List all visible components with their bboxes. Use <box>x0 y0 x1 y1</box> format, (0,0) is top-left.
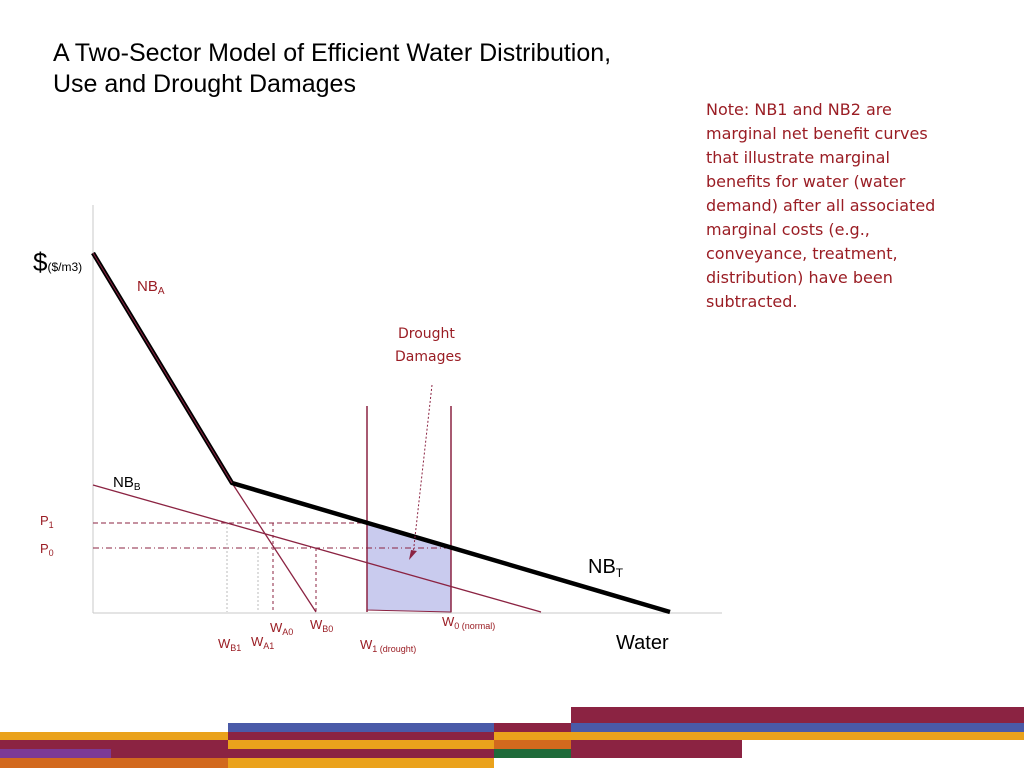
w1-label: W1 (drought) <box>360 637 416 654</box>
footer-bar <box>0 740 228 749</box>
y-axis-unit: ($/m3) <box>47 260 82 274</box>
w0-label: W0 (normal) <box>442 614 495 631</box>
nbt-label: NBT <box>588 556 624 580</box>
drought-damages-pointer <box>412 384 433 556</box>
p1-label: P1 <box>40 513 54 530</box>
footer-bar <box>571 732 1024 740</box>
wb0-label: WB0 <box>310 617 333 634</box>
footer-bar <box>571 723 1024 732</box>
footer-bars <box>0 707 1024 768</box>
footer-bar <box>494 723 571 732</box>
wa1-label: WA1 <box>251 634 274 651</box>
footer-bar <box>494 749 571 758</box>
footer-bar <box>571 740 742 758</box>
footer-bar <box>0 732 228 740</box>
footer-bar <box>228 732 494 740</box>
footer-bar <box>0 758 111 768</box>
wb1-label: WB1 <box>218 636 241 653</box>
nba-label: NBA <box>137 278 165 297</box>
p0-label: P0 <box>40 541 54 558</box>
title-line-1: A Two-Sector Model of Efficient Water Di… <box>53 39 612 67</box>
footer-bar <box>0 749 111 758</box>
footer-bar <box>228 723 494 732</box>
y-axis-label: $($/m3) <box>33 247 82 277</box>
nba-curve-upper <box>92 252 233 484</box>
nbb-curve <box>92 484 542 613</box>
nbb-label: NBB <box>113 474 141 493</box>
wa0-label: WA0 <box>270 620 293 637</box>
nba-curve-lower <box>231 482 317 613</box>
footer-bar <box>494 740 571 749</box>
footer-bar <box>111 749 228 758</box>
slide-title: A Two-Sector Model of Efficient Water Di… <box>53 38 611 100</box>
footer-bar <box>228 740 494 749</box>
y-axis-symbol: $ <box>33 247 48 277</box>
footer-bar <box>571 707 1024 723</box>
drought-damages-label: Drought Damages <box>395 326 461 365</box>
note-text: Note: NB1 and NB2 are marginal net benef… <box>706 100 936 311</box>
footer-bar <box>111 758 228 768</box>
footer-bar <box>228 758 494 768</box>
footer-bar <box>494 732 571 740</box>
drought-damages-arrowhead <box>409 550 417 560</box>
x-axis-label: Water <box>616 632 669 654</box>
title-line-2: Use and Drought Damages <box>53 70 356 98</box>
footer-bar <box>228 749 494 758</box>
